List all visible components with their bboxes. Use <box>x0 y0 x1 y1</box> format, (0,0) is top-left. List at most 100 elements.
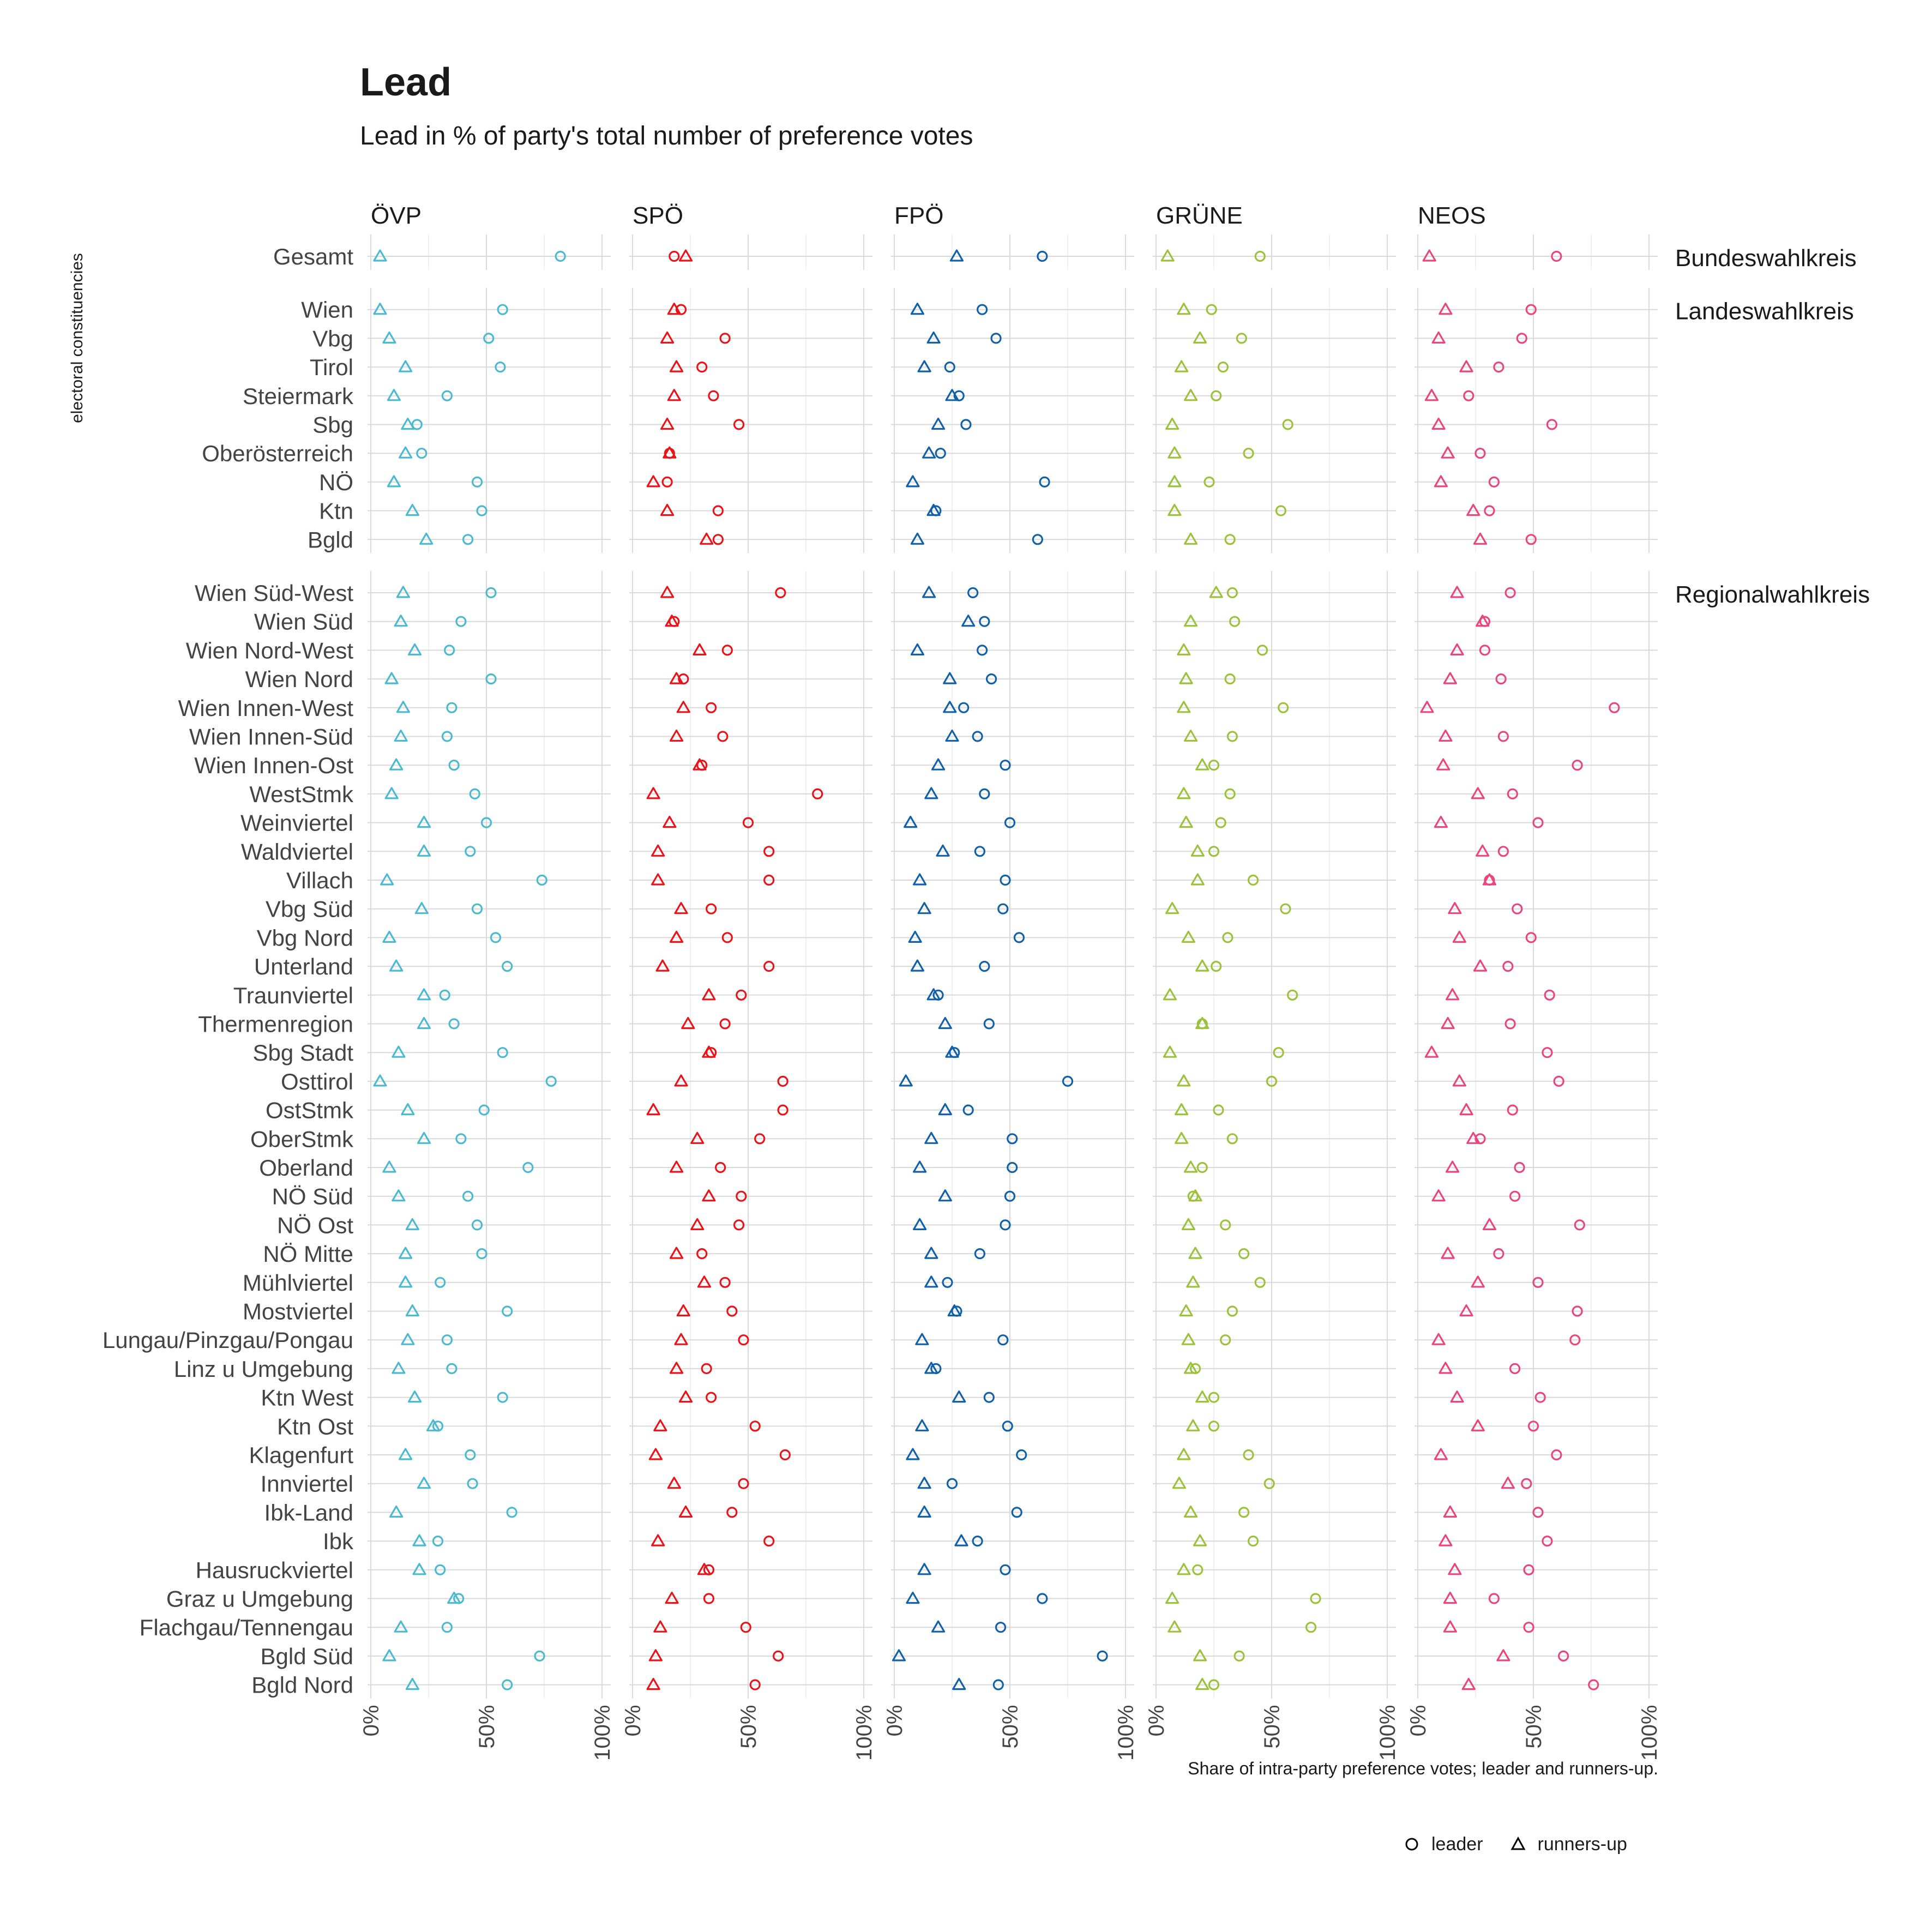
runner-up-point <box>653 1419 667 1431</box>
leader-point <box>1039 476 1050 488</box>
runner-up-point <box>417 844 431 857</box>
leader-point <box>763 874 775 886</box>
leader-point <box>962 1104 974 1116</box>
leader-point <box>972 731 983 742</box>
runner-up-point <box>394 1620 408 1633</box>
runner-up-point <box>1188 1189 1202 1202</box>
group-label: Bundeswahlkreis <box>1675 245 1857 272</box>
leader-point <box>1551 1449 1562 1461</box>
leader-point <box>522 1161 534 1173</box>
leader-point <box>717 731 729 742</box>
row-label: Linz u Umgebung <box>174 1356 353 1382</box>
runner-up-point <box>1471 1275 1485 1288</box>
facet-label: FPÖ <box>894 202 943 229</box>
runner-up-point <box>913 873 927 886</box>
x-tick-label: 0% <box>1406 1705 1430 1737</box>
row-label: Vbg <box>312 326 353 351</box>
row-label: Bgld <box>308 527 353 552</box>
leader-point <box>979 616 990 627</box>
runner-up-point <box>387 475 401 487</box>
runner-up-point <box>412 1534 426 1546</box>
leader-point <box>1509 1363 1521 1374</box>
runner-up-point <box>417 1016 431 1030</box>
runner-up-point <box>373 1074 387 1087</box>
row-label: Sbg Stadt <box>253 1040 354 1066</box>
runner-up-point <box>1466 503 1480 516</box>
leader-point <box>763 1536 775 1547</box>
leader-point <box>1479 645 1491 656</box>
runner-up-point <box>648 1448 663 1460</box>
leader-point <box>1192 1564 1203 1575</box>
leader-point <box>775 587 786 599</box>
leader-point <box>1062 1075 1074 1087</box>
runner-up-point <box>1165 417 1179 430</box>
runner-up-point <box>702 1189 716 1202</box>
runner-up-point <box>384 672 399 684</box>
group-label: Regionalwahlkreis <box>1675 581 1870 608</box>
row-label: Vbg Süd <box>266 896 353 922</box>
row-label: NÖ Süd <box>272 1184 353 1209</box>
runner-up-point <box>1420 701 1434 713</box>
runner-up-point <box>651 873 665 886</box>
leader-point <box>1229 616 1241 627</box>
leader-point <box>946 1478 958 1489</box>
runner-up-point <box>1179 672 1193 684</box>
runner-up-point <box>1181 1218 1195 1230</box>
runner-up-point <box>1177 1448 1191 1460</box>
leader-point <box>1220 1334 1231 1346</box>
runner-up-point <box>924 1247 938 1259</box>
leader-point <box>1203 476 1215 488</box>
runner-up-point <box>952 1391 966 1403</box>
leader-point <box>1247 1536 1259 1547</box>
runner-up-point <box>947 1304 961 1317</box>
leader-point <box>441 1622 453 1633</box>
runner-up-point <box>917 1477 931 1489</box>
leader-point <box>534 1650 545 1662</box>
x-tick-label: 100% <box>591 1705 615 1761</box>
runner-up-point <box>931 758 946 771</box>
runner-up-point <box>1431 1333 1446 1345</box>
runner-up-point <box>380 873 394 886</box>
leader-point <box>1484 505 1495 516</box>
leader-point <box>740 1622 751 1633</box>
runner-up-point <box>389 1505 404 1518</box>
leader-point <box>462 1190 474 1202</box>
row-label: Innviertel <box>261 1471 353 1497</box>
runner-up-point <box>669 930 684 943</box>
runner-up-point <box>669 672 684 684</box>
runner-up-point <box>1466 1131 1480 1144</box>
leader-point <box>1226 1133 1238 1145</box>
runner-up-point <box>1167 1620 1182 1633</box>
runner-up-point <box>384 787 399 799</box>
leader-point <box>1521 1478 1532 1489</box>
runner-up-point <box>407 1391 422 1403</box>
leader-point <box>972 1536 983 1547</box>
leader-point <box>476 1248 487 1260</box>
runner-up-point <box>1441 446 1455 459</box>
leader-point <box>506 1507 517 1518</box>
runner-up-point <box>417 815 431 828</box>
runner-up-point <box>938 1016 952 1030</box>
runner-up-point <box>1195 959 1209 972</box>
leader-point <box>1266 1075 1278 1087</box>
runner-up-point <box>405 1218 419 1230</box>
runner-up-point <box>892 1649 906 1662</box>
facet-label: SPÖ <box>633 202 683 229</box>
leader-point <box>1032 534 1043 545</box>
runner-up-point <box>660 331 675 344</box>
runner-up-point <box>1184 1362 1198 1374</box>
leader-point <box>719 1018 731 1030</box>
leader-point <box>1278 702 1289 713</box>
leader-point <box>1488 476 1500 488</box>
runner-up-point <box>924 787 938 799</box>
runner-up-point <box>1177 643 1191 656</box>
runner-up-point <box>655 959 670 972</box>
leader-point <box>779 1449 791 1461</box>
leader-point <box>1208 1421 1220 1432</box>
leader-point <box>441 390 453 401</box>
leader-point <box>763 960 775 972</box>
leader-point <box>1000 1564 1011 1575</box>
runner-up-point <box>678 1391 693 1403</box>
runner-up-point <box>398 360 413 372</box>
leader-point <box>444 645 455 656</box>
